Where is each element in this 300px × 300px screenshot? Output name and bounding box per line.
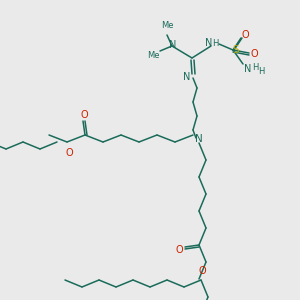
Text: O: O <box>250 49 258 59</box>
Text: H: H <box>252 62 258 71</box>
Text: Me: Me <box>147 52 159 61</box>
Text: H: H <box>258 67 264 76</box>
Text: O: O <box>241 30 249 40</box>
Text: H: H <box>212 38 218 47</box>
Text: N: N <box>169 40 177 50</box>
Text: O: O <box>175 245 183 255</box>
Text: O: O <box>198 266 206 276</box>
Text: O: O <box>65 148 73 158</box>
Text: Me: Me <box>161 22 173 31</box>
Text: N: N <box>205 38 213 48</box>
Text: N: N <box>244 64 252 74</box>
Text: S: S <box>233 45 239 55</box>
Text: O: O <box>80 110 88 120</box>
Text: N: N <box>195 134 203 144</box>
Text: N: N <box>183 72 191 82</box>
